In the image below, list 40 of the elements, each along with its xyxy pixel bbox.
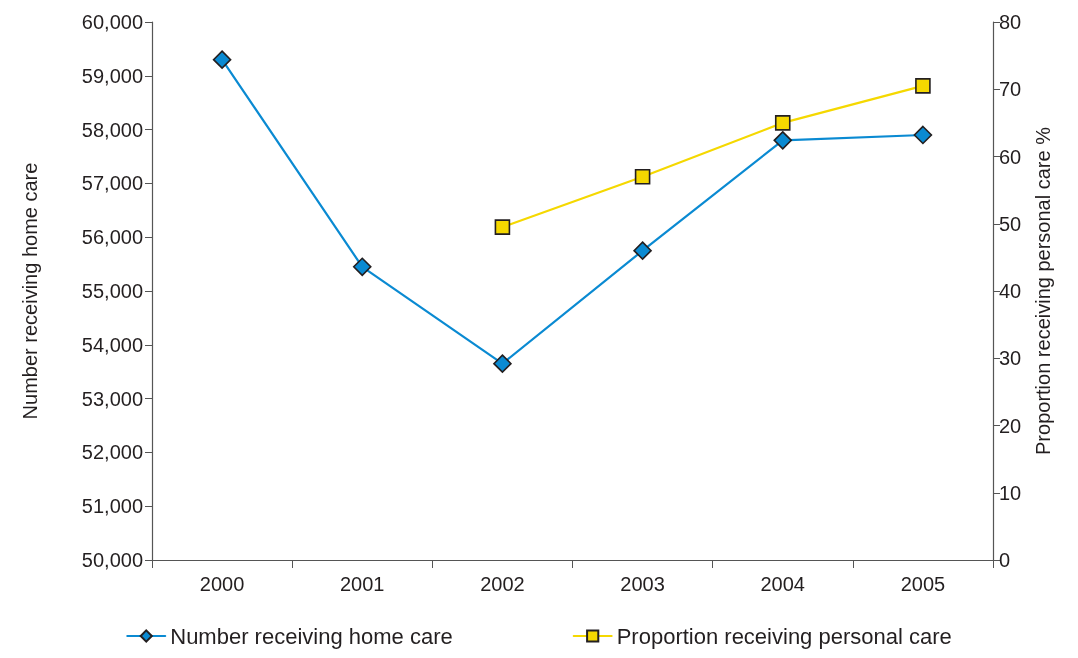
y2-axis-title: Proportion receiving personal care % <box>1032 126 1054 455</box>
point <box>352 257 372 277</box>
y2-tick-label: 40 <box>999 280 1022 302</box>
y-tick-label: 50,000 <box>81 549 143 571</box>
y2-tick-label: 50 <box>999 212 1022 235</box>
y2-tick-label: 0 <box>999 549 1011 571</box>
y-tick-label: 59,000 <box>81 64 143 87</box>
point <box>915 78 931 94</box>
point <box>773 131 793 150</box>
y2-tick-label: 20 <box>999 414 1022 437</box>
x-tick-label: 2002 <box>480 573 525 595</box>
point <box>774 115 791 131</box>
legend-label: Number receiving home care <box>170 623 453 649</box>
y2-tick-label: 30 <box>999 347 1022 370</box>
y-tick-label: 57,000 <box>81 172 143 195</box>
y-tick-label: 58,000 <box>81 118 143 141</box>
y-tick-label: 51,000 <box>81 495 143 518</box>
point <box>913 125 933 145</box>
y2-tick-label: 70 <box>999 78 1022 101</box>
x-tick-label: 2003 <box>620 573 665 595</box>
point <box>493 354 512 373</box>
y-tick-label: 60,000 <box>81 11 143 33</box>
x-tick-label: 2001 <box>340 573 385 595</box>
point <box>634 168 651 185</box>
x-tick-label: 2005 <box>900 573 946 595</box>
y2-tick-label: 10 <box>999 481 1022 504</box>
y-tick-label: 52,000 <box>81 441 143 464</box>
y-tick-label: 55,000 <box>81 280 143 302</box>
point <box>212 50 232 69</box>
y2-tick-label: 60 <box>999 145 1022 168</box>
y-tick-label: 54,000 <box>81 333 143 356</box>
y-tick-label: 53,000 <box>81 387 143 410</box>
y-tick-label: 56,000 <box>81 226 143 249</box>
point <box>633 241 652 260</box>
y2-tick-label: 80 <box>999 11 1022 33</box>
y-axis-title: Number receiving home care <box>19 162 41 420</box>
legend-label: Proportion receiving personal care <box>616 623 952 649</box>
x-tick-label: 2000 <box>199 573 245 595</box>
x-tick-label: 2004 <box>760 573 805 595</box>
point <box>494 219 511 235</box>
